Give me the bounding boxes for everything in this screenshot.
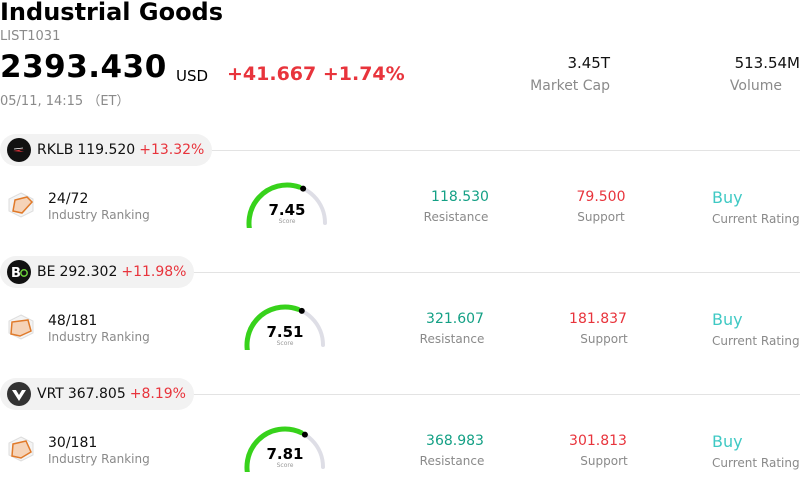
ranking-value: 48/181: [48, 313, 98, 329]
support-value: 301.813: [569, 433, 627, 449]
resistance-label: Resistance: [423, 210, 489, 224]
stock-symbol: BE: [37, 264, 56, 280]
rating-label: Current Rating: [712, 334, 800, 348]
support-label: Support: [580, 454, 628, 468]
score-label: Score: [278, 218, 296, 225]
stock-change: +13.32%: [139, 142, 205, 158]
resistance-value: 118.530: [431, 189, 489, 205]
stock-change: +8.19%: [129, 386, 186, 402]
page-title: Industrial Goods: [0, 0, 224, 26]
section-divider: [192, 394, 800, 395]
resistance-label: Resistance: [419, 454, 485, 468]
volume-value: 513.54M: [734, 54, 800, 72]
list-code: LIST1031: [0, 29, 61, 44]
stock-price: 292.302: [59, 264, 118, 280]
rating-label: Current Rating: [712, 212, 800, 226]
support-value: 79.500: [576, 189, 626, 205]
svg-text:B: B: [11, 266, 21, 281]
currency-label: USD: [176, 67, 209, 85]
score-gauge: [244, 426, 325, 472]
score-value: 7.81: [266, 445, 304, 463]
industry-ranking-icon: [8, 436, 34, 462]
market-cap-value: 3.45T: [567, 54, 610, 72]
section-divider: [210, 150, 800, 151]
rating-label: Current Rating: [712, 456, 800, 470]
ranking-label: Industry Ranking: [48, 330, 150, 344]
ranking-label: Industry Ranking: [48, 452, 150, 466]
price-change: +41.667 +1.74%: [227, 63, 405, 85]
bloom-energy-logo: B: [7, 260, 31, 284]
stock-change: +11.98%: [121, 264, 187, 280]
rating-value[interactable]: Buy: [712, 188, 743, 207]
support-value: 181.837: [569, 311, 627, 327]
index-price: 2393.430: [0, 49, 167, 85]
industry-ranking-icon: [8, 314, 34, 340]
stock-pill-rklb[interactable]: RKLB 119.520 +13.32%: [0, 134, 213, 166]
timestamp: 05/11, 14:15 （ET）: [0, 94, 130, 109]
score-value: 7.45: [268, 201, 306, 219]
support-label: Support: [577, 210, 625, 224]
industry-ranking-icon: [8, 192, 34, 218]
vertiv-logo: [7, 382, 31, 406]
support-label: Support: [580, 332, 628, 346]
stock-pill-vrt[interactable]: VRT 367.805 +8.19%: [0, 378, 194, 410]
stock-price: 119.520: [77, 142, 136, 158]
section-divider: [192, 272, 800, 273]
resistance-value: 368.983: [426, 433, 484, 449]
volume-label: Volume: [729, 78, 782, 94]
ranking-value: 30/181: [48, 435, 98, 451]
stock-pill-be[interactable]: B BE 292.302 +11.98%: [0, 256, 195, 288]
score-value: 7.51: [266, 323, 304, 341]
resistance-value: 321.607: [426, 311, 484, 327]
stock-symbol: VRT: [37, 386, 64, 402]
score-label: Score: [276, 340, 294, 347]
resistance-label: Resistance: [419, 332, 485, 346]
rating-value[interactable]: Buy: [712, 310, 743, 329]
score-label: Score: [276, 462, 294, 469]
rating-value[interactable]: Buy: [712, 432, 743, 451]
market-cap-label: Market Cap: [530, 78, 610, 94]
ranking-value: 24/72: [48, 191, 89, 207]
score-gauge: [244, 304, 325, 350]
score-gauge: [246, 182, 327, 228]
stock-price: 367.805: [67, 386, 126, 402]
stock-symbol: RKLB: [37, 142, 74, 158]
ranking-label: Industry Ranking: [48, 208, 150, 222]
rocket-lab-logo: [7, 138, 31, 162]
